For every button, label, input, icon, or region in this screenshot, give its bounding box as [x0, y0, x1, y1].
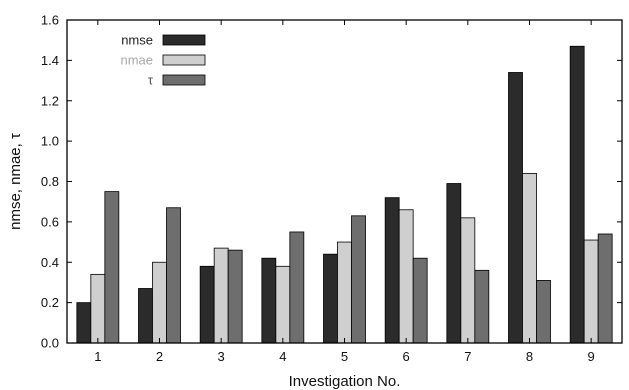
y-tick-label: 1.2 — [41, 93, 59, 108]
bar-nmse-9 — [569, 45, 585, 344]
bar-nmae-9 — [583, 239, 599, 344]
y-tick-label: 0.0 — [41, 336, 59, 351]
x-tick-label: 8 — [526, 349, 533, 364]
legend-label-nmse: nmse — [121, 33, 153, 48]
x-tick-label: 3 — [218, 349, 225, 364]
y-tick-label: 0.6 — [41, 214, 59, 229]
y-tick-label: 1.4 — [41, 53, 59, 68]
bar-nmae-4 — [275, 265, 291, 344]
bar-τ-4 — [289, 231, 305, 344]
y-tick-label: 1.0 — [41, 134, 59, 149]
y-tick-label: 0.2 — [41, 295, 59, 310]
bar-nmse-5 — [323, 253, 338, 344]
legend-label-nmae: nmae — [120, 53, 153, 68]
bars — [76, 45, 613, 344]
x-tick-label: 7 — [464, 349, 471, 364]
x-tick-label: 6 — [403, 349, 410, 364]
bar-nmae-8 — [522, 173, 537, 344]
bar-τ-6 — [412, 257, 428, 344]
bar-nmse-6 — [384, 197, 400, 344]
bar-τ-7 — [474, 269, 490, 344]
legend-swatch-τ — [162, 74, 206, 86]
bar-τ-5 — [351, 215, 366, 344]
bar-nmse-7 — [446, 183, 462, 344]
bar-τ-2 — [166, 207, 181, 344]
axis-ticks: 1 2 3 4 5 6 7 8 9 0.0 0.2 0.4 0.6 0.8 1.0 1.2 1.4 1.6 — [41, 13, 622, 364]
bar-nmse-3 — [199, 265, 215, 344]
bar-nmae-5 — [337, 241, 352, 344]
x-tick-label: 4 — [279, 349, 286, 364]
bar-nmse-1 — [76, 302, 92, 344]
bar-nmse-8 — [508, 72, 523, 344]
x-tick-label: 2 — [156, 349, 163, 364]
bar-τ-3 — [227, 249, 243, 344]
x-axis-label: Investigation No. — [289, 373, 401, 390]
y-tick-label: 0.8 — [41, 174, 59, 189]
x-tick-label: 9 — [588, 349, 595, 364]
legend-swatch-nmse — [162, 34, 206, 46]
x-tick-label: 5 — [341, 349, 348, 364]
bar-τ-9 — [597, 233, 613, 344]
bar-nmae-6 — [398, 209, 414, 344]
bar-nmae-7 — [460, 217, 476, 344]
bar-nmae-1 — [90, 273, 106, 344]
bar-nmae-3 — [213, 247, 229, 344]
y-axis-label: nmse, nmae, τ — [7, 133, 24, 230]
y-tick-label: 0.4 — [41, 255, 59, 270]
y-tick-label: 1.6 — [41, 13, 59, 28]
legend-swatch-nmae — [162, 54, 206, 66]
bar-nmae-2 — [152, 261, 167, 344]
bar-τ-1 — [104, 191, 120, 344]
x-tick-label: 1 — [94, 349, 101, 364]
bar-τ-8 — [536, 280, 551, 344]
bar-nmse-2 — [138, 288, 153, 344]
bar-nmse-4 — [261, 257, 277, 344]
legend: nmse nmae τ — [120, 33, 206, 88]
legend-label-τ: τ — [148, 73, 154, 88]
